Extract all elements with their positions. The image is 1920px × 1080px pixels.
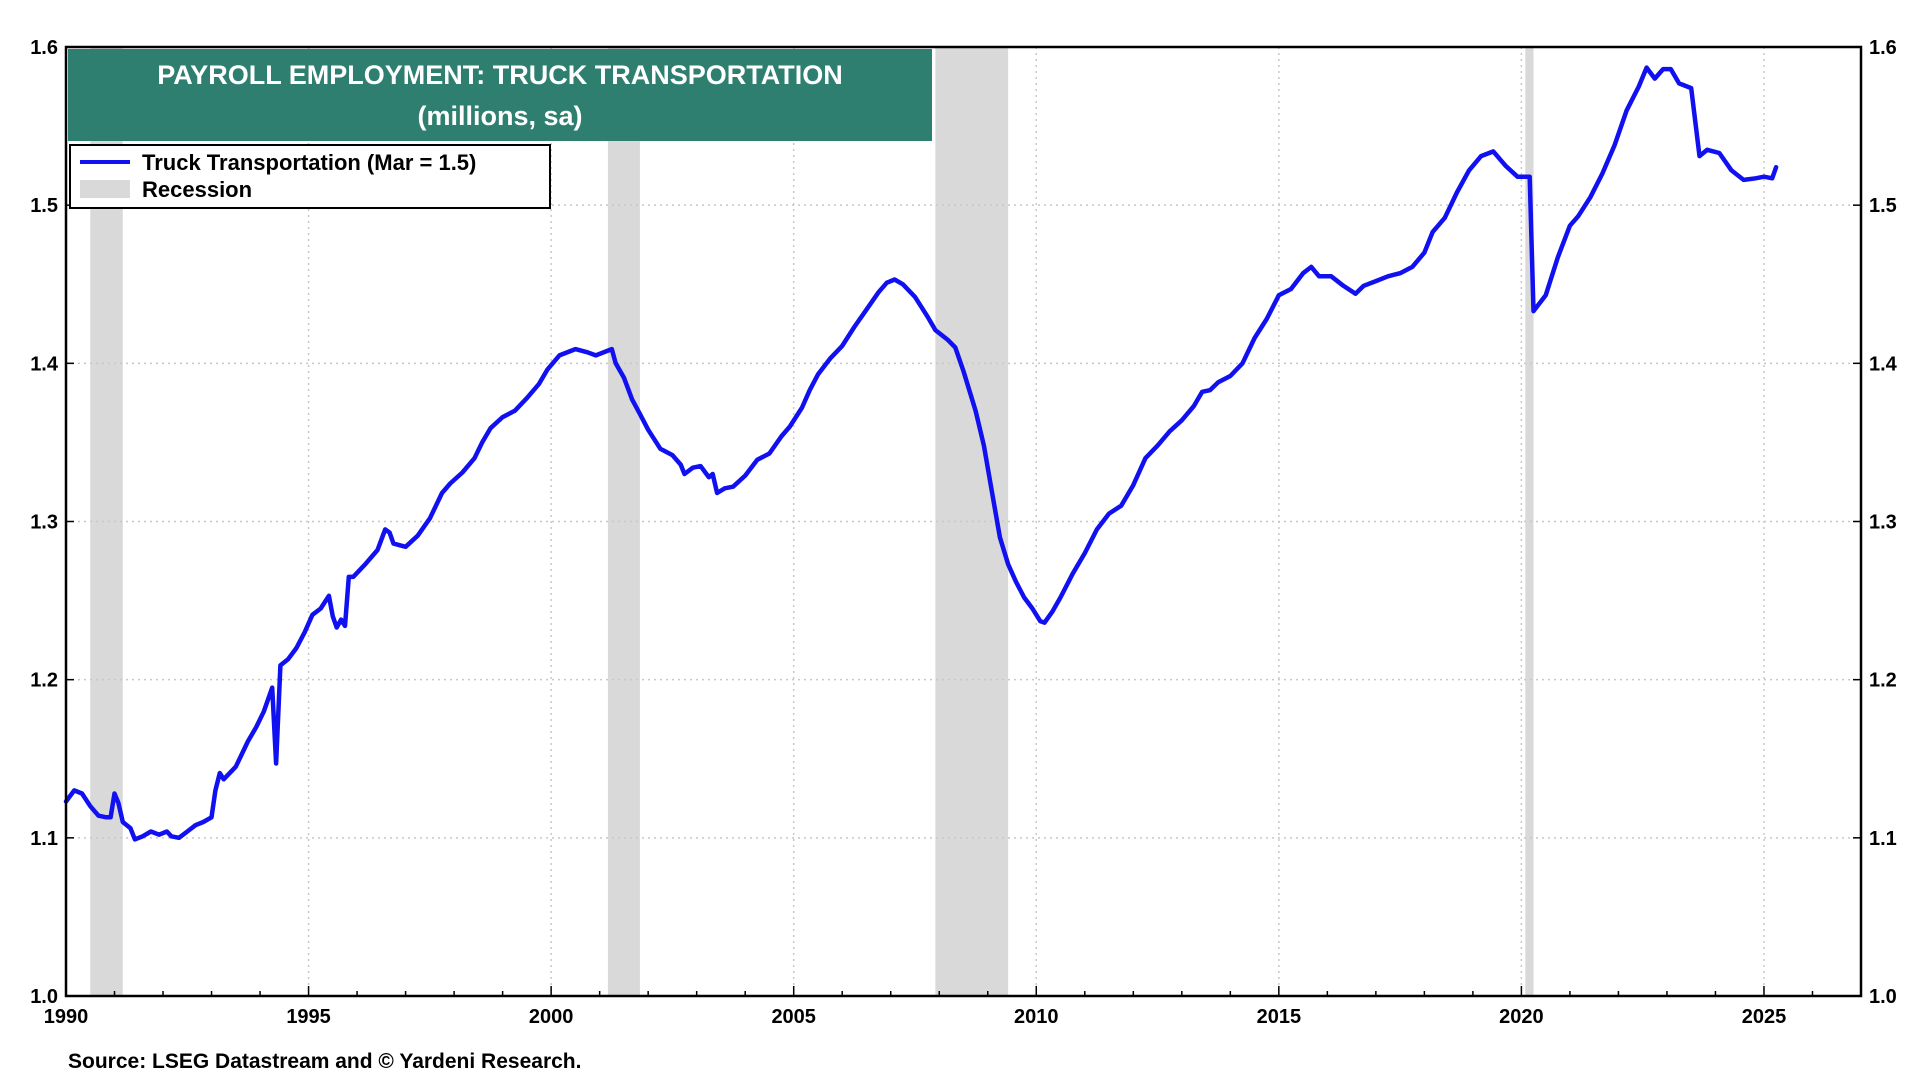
x-tick-label-1: 1995 [286,1006,331,1028]
recession-band-3 [1525,47,1534,996]
x-tick-label-6: 2020 [1499,1006,1544,1028]
source-note: Source: LSEG Datastream and © Yardeni Re… [68,1050,581,1073]
x-tick-label-3: 2005 [771,1006,816,1028]
x-axis: 1990 1995 2000 2005 2010 2015 2020 2025 [44,986,1862,1028]
y-tick-label-left-0: 1.0 [30,986,58,1008]
legend-label-truck: Truck Transportation (Mar = 1.5) [142,150,476,175]
y-tick-label-left-4: 1.4 [30,353,59,375]
y-tick-label-right-6: 1.6 [1869,37,1897,59]
y-tick-label-right-5: 1.5 [1869,195,1897,217]
x-tick-label-0: 1990 [44,1006,89,1028]
chart-subtitle: (millions, sa) [417,101,582,131]
y-tick-label-right-2: 1.2 [1869,670,1897,692]
series-line-0 [63,65,1779,842]
y-tick-label-left-6: 1.6 [30,37,58,59]
y-axis: 1.0 1.0 1.1 1.1 1.2 1.2 1.3 1.3 1.4 1.4 1.5 1.5 1.6 1… [30,37,1897,1008]
x-tick-label-7: 2025 [1742,1006,1787,1028]
y-tick-label-right-1: 1.1 [1869,828,1897,850]
x-tick-label-2: 2000 [529,1006,574,1028]
y-tick-label-left-1: 1.1 [30,828,58,850]
title-box: PAYROLL EMPLOYMENT: TRUCK TRANSPORTATION… [68,49,932,141]
legend-recession-swatch [80,180,130,198]
legend-label-recession: Recession [142,177,252,202]
title-background [68,49,932,141]
y-tick-label-left-5: 1.5 [30,195,58,217]
y-tick-label-left-2: 1.2 [30,670,58,692]
y-tick-label-right-3: 1.3 [1869,512,1897,534]
chart-title: PAYROLL EMPLOYMENT: TRUCK TRANSPORTATION [157,60,843,90]
grid [66,47,1861,996]
y-tick-label-right-4: 1.4 [1869,353,1898,375]
x-tick-label-5: 2015 [1257,1006,1302,1028]
series-lines [63,65,1779,842]
legend: Truck Transportation (Mar = 1.5) Recessi… [69,144,551,209]
legend-box [69,144,551,209]
y-tick-label-right-0: 1.0 [1869,986,1897,1008]
y-tick-label-left-3: 1.3 [30,512,58,534]
x-tick-label-4: 2010 [1014,1006,1059,1028]
